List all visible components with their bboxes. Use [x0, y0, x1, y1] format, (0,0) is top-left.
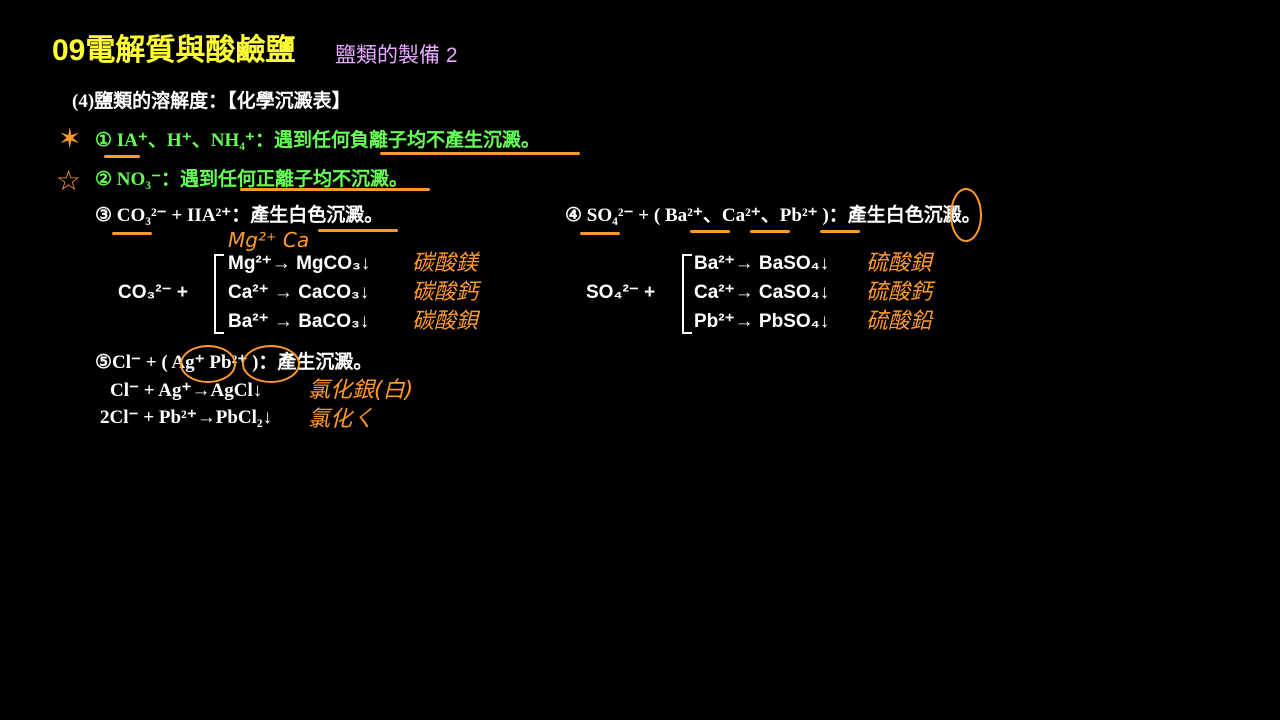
page-subtitle: 鹽類的製備 2 — [335, 44, 458, 67]
handwritten-note: 碳酸鋇 — [412, 309, 479, 334]
carbonate-lhs: CO₃²⁻ + — [118, 282, 189, 303]
handwritten-note: 硫酸鉛 — [866, 309, 933, 334]
chloride-row: 2Cl⁻ + Pb²⁺→PbCl₂↓ — [100, 407, 273, 428]
carbonate-row: Ca²⁺ → CaCO₃↓ — [228, 282, 370, 303]
rule-4: ④ SO₄²⁻ + ( Ba²⁺、Ca²⁺、Pb²⁺ )：產生白色沉澱。 — [565, 205, 981, 226]
rule-1: ① IA⁺、H⁺、NH₄⁺：遇到任何負離子均不產生沉澱。 — [95, 130, 540, 151]
handwritten-ions: Mg²⁺ Ca — [228, 228, 310, 252]
chloride-row: Cl⁻ + Ag⁺→AgCl↓ — [110, 380, 263, 401]
star-icon: ✶ — [58, 124, 82, 155]
sulfate-row: Pb²⁺→ PbSO₄↓ — [694, 311, 830, 332]
rule-3: ③ CO₃²⁻ + IIA²⁺：產生白色沉澱。 — [95, 205, 384, 226]
page-title: 09電解質與酸鹼鹽 — [52, 34, 296, 67]
circle-mark — [242, 345, 300, 383]
sulfate-row: Ba²⁺→ BaSO₄↓ — [694, 253, 830, 274]
underline — [750, 230, 790, 233]
handwritten-note: 硫酸鋇 — [866, 251, 933, 276]
underline — [380, 152, 580, 155]
bracket — [682, 254, 692, 334]
underline — [104, 155, 140, 158]
rule-2: ② NO₃⁻：遇到任何正離子均不沉澱。 — [95, 169, 409, 190]
star-icon: ☆ — [56, 166, 82, 197]
circle-mark — [180, 345, 236, 383]
handwritten-note: 硫酸鈣 — [866, 280, 933, 305]
underline — [820, 230, 860, 233]
section-heading: (4)鹽類的溶解度：【化學沉澱表】 — [72, 91, 351, 112]
underline — [112, 232, 152, 235]
carbonate-row: Ba²⁺ → BaCO₃↓ — [228, 311, 370, 332]
handwritten-note: 碳酸鈣 — [412, 280, 479, 305]
carbonate-row: Mg²⁺→ MgCO₃↓ — [228, 253, 371, 274]
underline — [580, 232, 620, 235]
underline — [318, 229, 398, 232]
underline — [240, 188, 430, 191]
handwritten-note: 氯化銀(白) — [308, 378, 414, 403]
circle-mark — [950, 188, 982, 242]
handwritten-note: 氯化ㄑ — [308, 407, 375, 432]
sulfate-lhs: SO₄²⁻ + — [586, 282, 656, 303]
sulfate-row: Ca²⁺→ CaSO₄↓ — [694, 282, 830, 303]
bracket — [214, 254, 224, 334]
underline — [690, 230, 730, 233]
handwritten-note: 碳酸鎂 — [412, 251, 479, 276]
